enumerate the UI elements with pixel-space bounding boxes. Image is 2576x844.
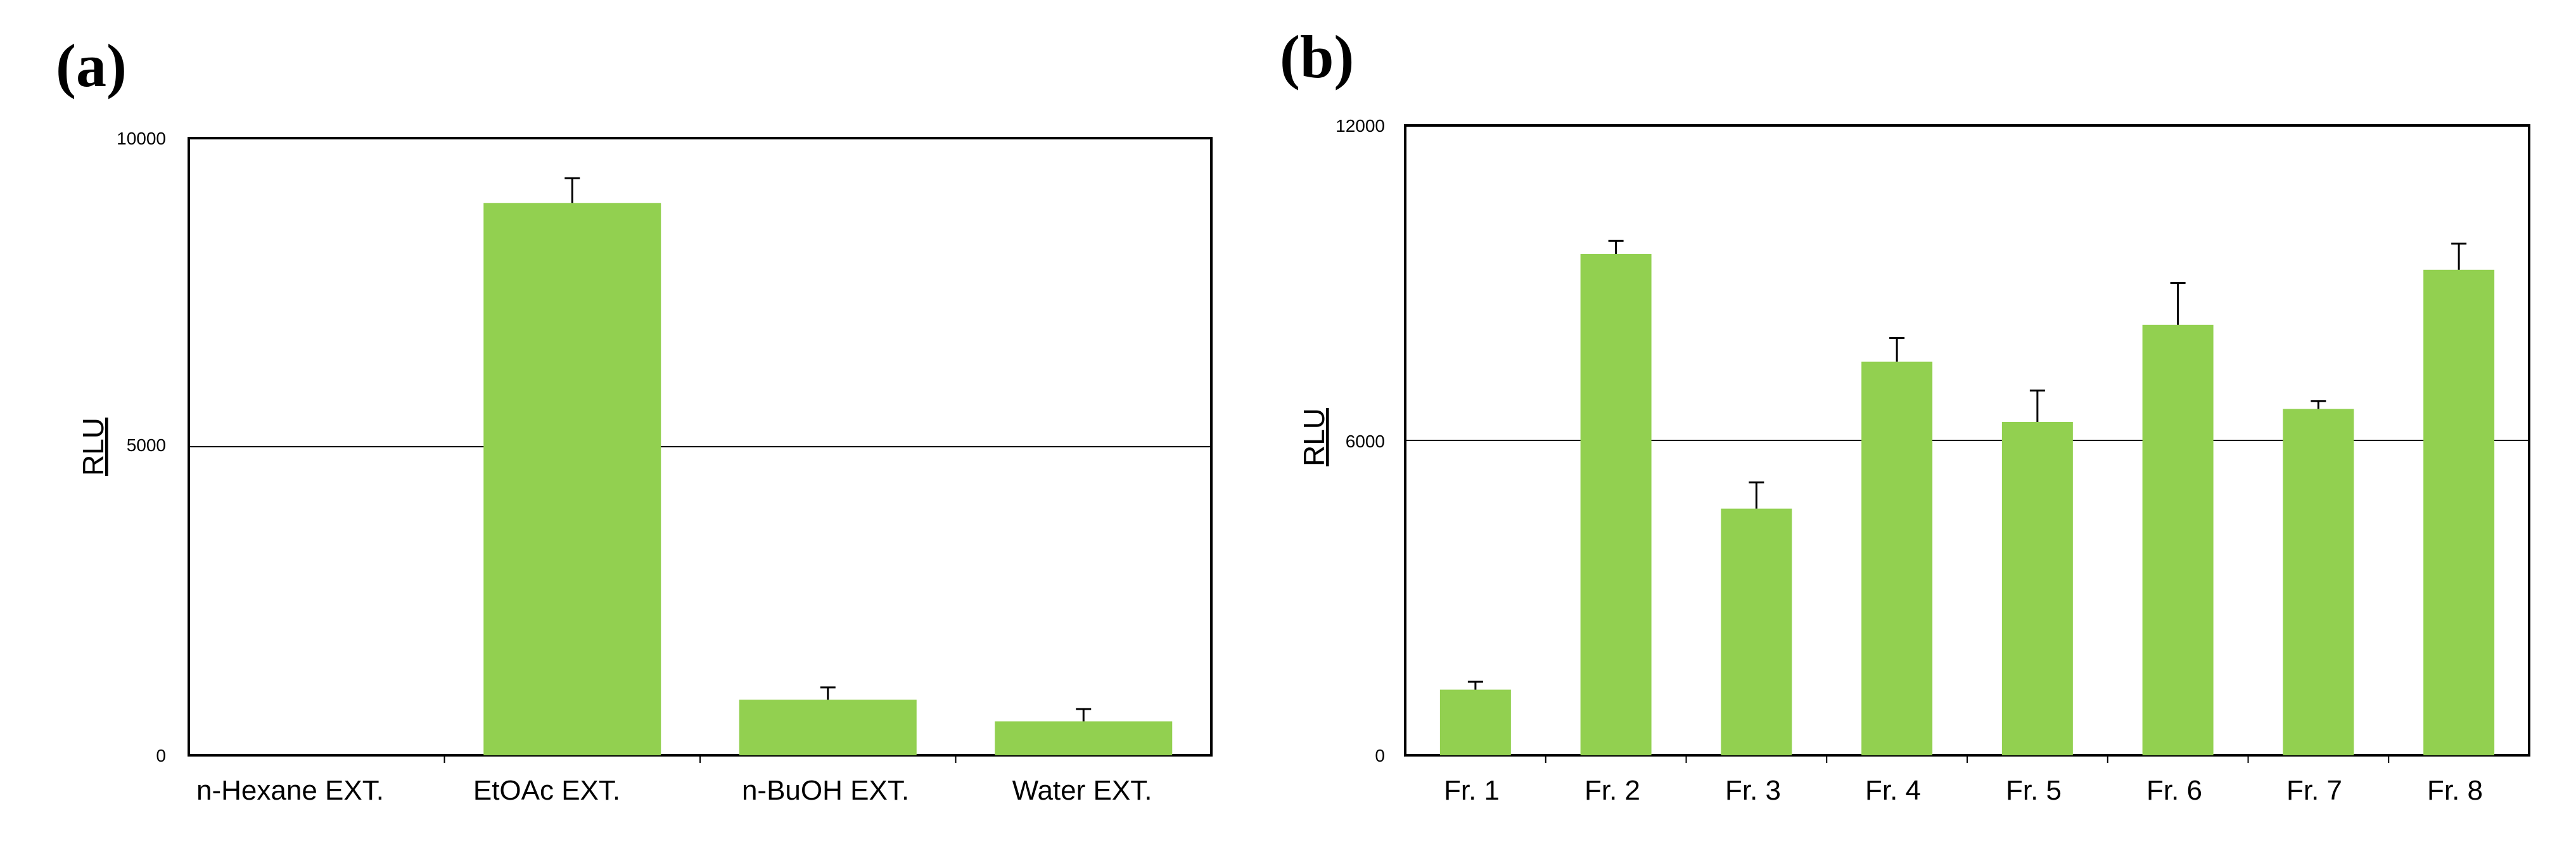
panel-a-ytick-1: 5000	[127, 435, 166, 455]
panel-a: (a) 0 5000 10000 RLU n-Hexane EXT. EtOAc…	[56, 32, 1213, 806]
panel-b-ytick-2: 12000	[1336, 116, 1385, 136]
panel-b: (b) 0 6000 12000 RLU Fr. 1 Fr. 2 Fr. 3 F…	[1280, 23, 2530, 806]
panel-a-bar-3	[739, 700, 917, 755]
panel-a-ytick-0: 0	[156, 746, 166, 765]
panel-b-bar-3	[1721, 508, 1792, 755]
panel-b-bar-1	[1439, 689, 1511, 755]
panel-b-bar-8	[2423, 269, 2495, 756]
panel-b-x-ticks	[1545, 755, 2390, 763]
panel-a-xtick-2: n-BuOH EXT.	[742, 775, 909, 806]
panel-b-xtick-0: Fr. 1	[1444, 775, 1500, 806]
panel-a-bars	[483, 177, 1173, 755]
panel-b-bar-4	[1861, 361, 1933, 755]
panel-b-xtick-5: Fr. 6	[2146, 775, 2202, 806]
panel-b-bars	[1439, 240, 2495, 756]
panel-b-xtick-4: Fr. 5	[2006, 775, 2062, 806]
panel-a-xtick-0: n-Hexane EXT.	[196, 775, 384, 806]
panel-a-y-axis-label: RLU	[77, 418, 110, 476]
panel-b-bar-7	[2283, 409, 2354, 755]
panel-a-xtick-1: EtOAc EXT.	[473, 775, 620, 806]
panel-b-ytick-1: 6000	[1346, 432, 1385, 451]
panel-b-ytick-0: 0	[1375, 746, 1385, 765]
panel-b-xtick-3: Fr. 4	[1865, 775, 1921, 806]
panel-b-label: (b)	[1280, 23, 1354, 91]
panel-b-y-axis-label: RLU	[1298, 408, 1330, 466]
panel-a-xtick-3: Water EXT.	[1012, 775, 1152, 806]
panel-a-bar-2	[483, 203, 661, 755]
panel-b-xtick-1: Fr. 2	[1584, 775, 1640, 806]
panel-b-bar-6	[2142, 324, 2214, 755]
panel-a-ytick-2: 10000	[117, 129, 166, 148]
panel-b-xtick-2: Fr. 3	[1725, 775, 1781, 806]
panel-a-bar-4	[995, 721, 1173, 755]
panel-b-xtick-7: Fr. 8	[2427, 775, 2483, 806]
panel-b-xtick-6: Fr. 7	[2286, 775, 2342, 806]
panel-a-x-ticks	[443, 755, 957, 763]
panel-b-bar-2	[1580, 253, 1652, 756]
panel-b-bar-5	[2001, 422, 2073, 755]
panel-a-label: (a)	[56, 32, 127, 99]
